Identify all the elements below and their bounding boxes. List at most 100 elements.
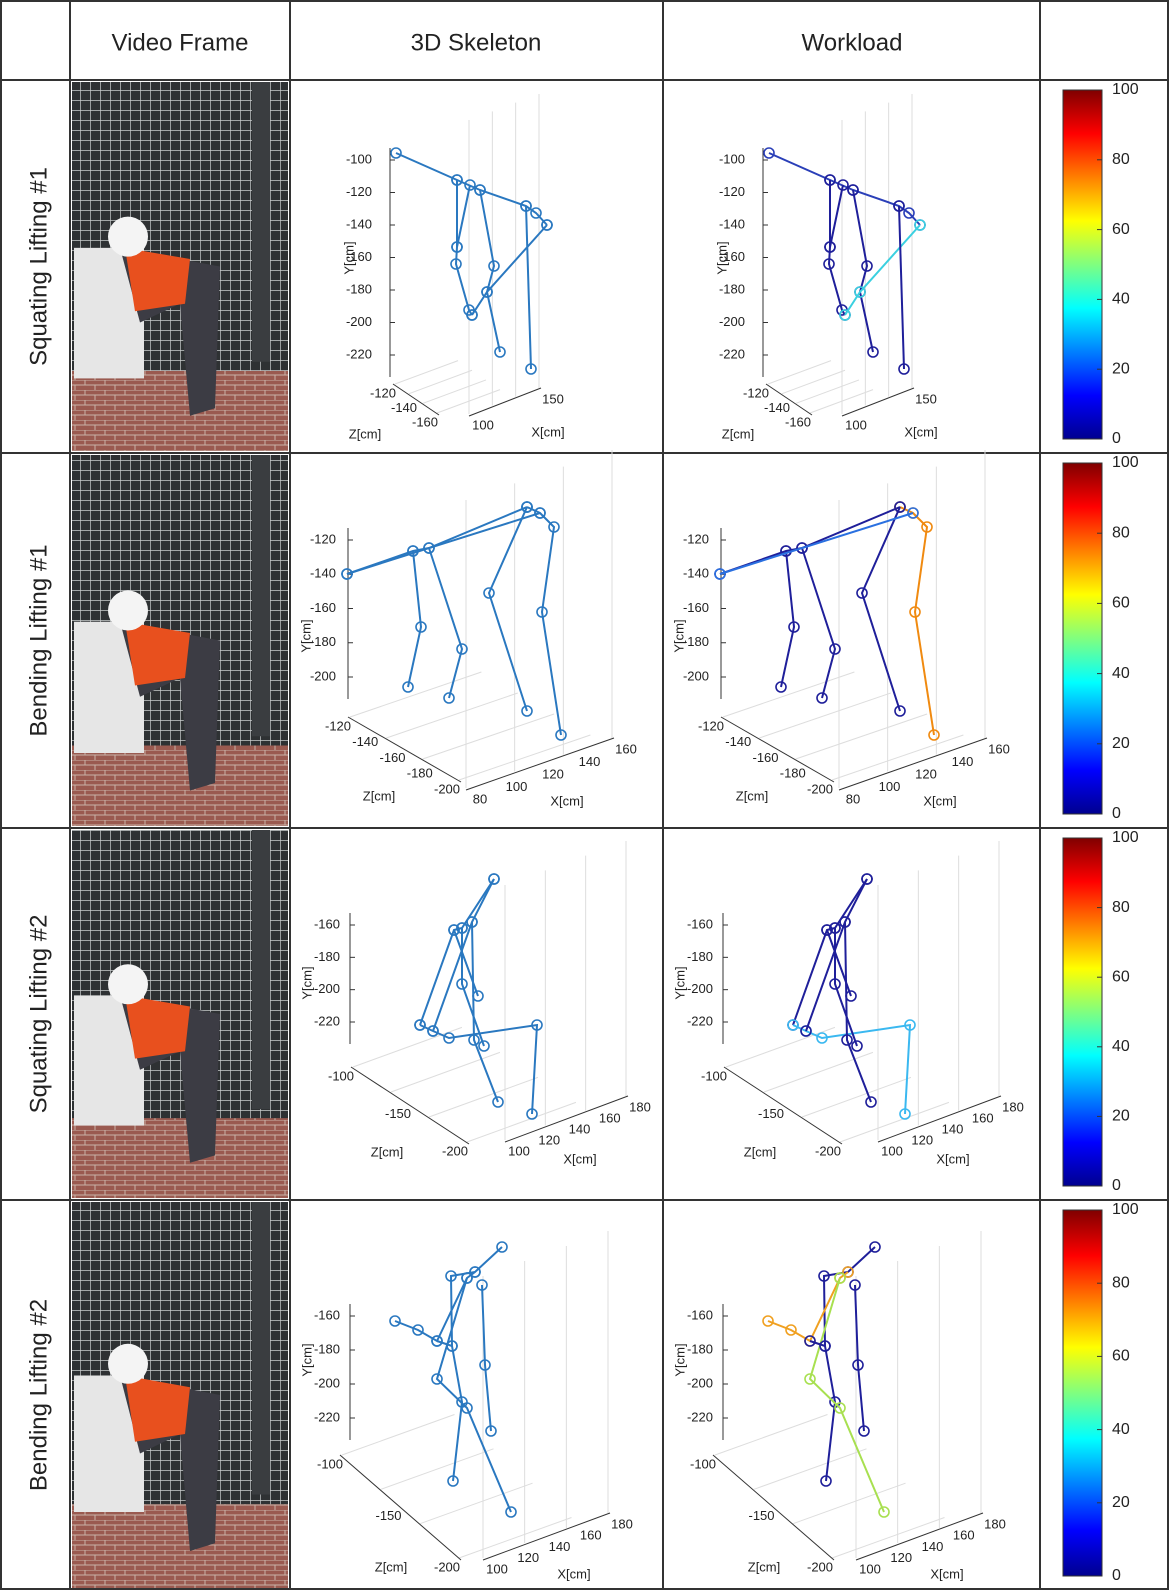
photo-vest — [125, 995, 190, 1058]
axis-label: Y[cm] — [298, 619, 313, 652]
grid-line — [832, 735, 963, 780]
grid-line — [391, 1052, 500, 1092]
grid-line — [342, 1415, 455, 1456]
photo-floor — [72, 746, 288, 827]
photo-helmet — [108, 964, 148, 1004]
axis-label: X[cm] — [936, 1151, 969, 1166]
axis-label: Y[cm] — [672, 966, 687, 999]
skeleton-bone — [347, 507, 527, 574]
axis-label: Y[cm] — [672, 1343, 687, 1376]
x-tick-label: 160 — [953, 1528, 975, 1543]
y-tick-label: -180 — [719, 281, 745, 296]
axis-label: Y[cm] — [341, 241, 356, 274]
skeleton-bone — [830, 185, 843, 247]
skeleton-bone — [781, 551, 794, 687]
colorbar — [1063, 90, 1102, 439]
x-tick-label: 140 — [942, 1121, 964, 1136]
x-tick-label: 180 — [984, 1516, 1006, 1531]
y-tick-label: -200 — [687, 1375, 713, 1390]
colorbar-tick-label: 100 — [1112, 81, 1139, 98]
colorbar-tick-label: 0 — [1112, 1567, 1121, 1584]
grid-line — [802, 1077, 911, 1117]
skeleton-bone — [472, 922, 498, 1102]
grid-line — [381, 1449, 494, 1490]
grid-line — [793, 1483, 906, 1524]
y-tick-label: -180 — [314, 1341, 340, 1356]
axis-line — [469, 388, 541, 416]
z-tick-label: -180 — [780, 766, 806, 781]
grid-line — [768, 361, 831, 384]
x-tick-label: 140 — [569, 1121, 591, 1136]
figure: Video Frame 3D Skeleton Workload Squatin… — [0, 0, 1169, 1590]
colorbar-tick-label: 20 — [1112, 1494, 1130, 1511]
colorbar-tick-label: 100 — [1112, 454, 1139, 471]
z-tick-label: -160 — [379, 750, 405, 765]
x-tick-label: 140 — [922, 1539, 944, 1554]
skeleton-bone — [899, 206, 904, 369]
z-tick-label: -160 — [412, 414, 438, 429]
x-tick-label: 80 — [473, 791, 487, 806]
video-frame — [72, 455, 288, 826]
colorbar-tick-label: 80 — [1112, 524, 1130, 541]
z-tick-label: -200 — [442, 1143, 468, 1158]
x-tick-label: 100 — [472, 417, 494, 432]
photo-vest — [125, 622, 190, 686]
y-tick-label: -160 — [310, 600, 336, 615]
y-tick-label: -220 — [687, 1013, 713, 1028]
grid-line — [759, 693, 890, 738]
axis-label: Z[cm] — [363, 788, 396, 803]
colorbar-tick-label: 20 — [1112, 1108, 1130, 1125]
x-tick-label: 120 — [542, 766, 564, 781]
x-tick-label: 120 — [911, 1132, 933, 1147]
colorbar-tick-label: 40 — [1112, 1038, 1130, 1055]
y-tick-label: -200 — [687, 981, 713, 996]
grid-line — [420, 1483, 533, 1524]
y-tick-label: -180 — [346, 281, 372, 296]
colorbar-tick-label: 0 — [1112, 430, 1121, 447]
photo-vest — [125, 1376, 190, 1442]
skeleton-bone — [768, 1272, 848, 1341]
y-tick-label: -160 — [314, 916, 340, 931]
column-header: Workload — [802, 29, 903, 56]
workload-plot: -120-140-160-180-200-120-140-160-180-200… — [671, 450, 1009, 808]
skeleton-bone — [429, 548, 462, 698]
axis-label: Z[cm] — [375, 1559, 408, 1574]
photo-floor — [72, 1504, 288, 1588]
column-header: Video Frame — [112, 29, 249, 56]
axis-label: X[cm] — [904, 424, 937, 439]
grid-line — [754, 1449, 867, 1490]
skeleton-bone — [810, 1278, 884, 1512]
colorbar-tick-label: 0 — [1112, 805, 1121, 822]
x-tick-label: 150 — [915, 391, 937, 406]
y-tick-label: -100 — [719, 151, 745, 166]
y-tick-label: -160 — [687, 1307, 713, 1322]
row-label: Squating Lifting #1 — [25, 167, 52, 366]
y-tick-label: -120 — [346, 184, 372, 199]
photo-post — [252, 830, 270, 1109]
z-tick-label: -150 — [375, 1508, 401, 1523]
axis-label: Z[cm] — [748, 1559, 781, 1574]
colorbar-tick-label: 80 — [1112, 151, 1130, 168]
colorbar-tick-label: 60 — [1112, 968, 1130, 985]
axis-label: Z[cm] — [722, 426, 755, 441]
y-tick-label: -140 — [346, 216, 372, 231]
z-tick-label: -140 — [352, 734, 378, 749]
skeleton-plot: -160-180-200-220-100-150-200100120140160… — [299, 841, 650, 1166]
y-tick-label: -160 — [314, 1307, 340, 1322]
z-tick-label: -200 — [434, 781, 460, 796]
colorbar-tick-label: 40 — [1112, 291, 1130, 308]
z-tick-label: -160 — [752, 750, 778, 765]
z-tick-label: -120 — [370, 385, 396, 400]
x-tick-label: 100 — [486, 1561, 508, 1576]
z-tick-label: -200 — [807, 781, 833, 796]
axis-label: Z[cm] — [349, 426, 382, 441]
y-tick-label: -120 — [683, 531, 709, 546]
z-tick-label: -150 — [758, 1106, 784, 1121]
colorbar-tick-label: 60 — [1112, 1348, 1130, 1365]
skeleton-bone — [853, 190, 873, 352]
x-tick-label: 150 — [542, 391, 564, 406]
skeleton-bone — [451, 1247, 502, 1481]
colorbar-tick-label: 60 — [1112, 221, 1130, 238]
axis-label: Y[cm] — [299, 1343, 314, 1376]
photo-post — [252, 1202, 270, 1495]
